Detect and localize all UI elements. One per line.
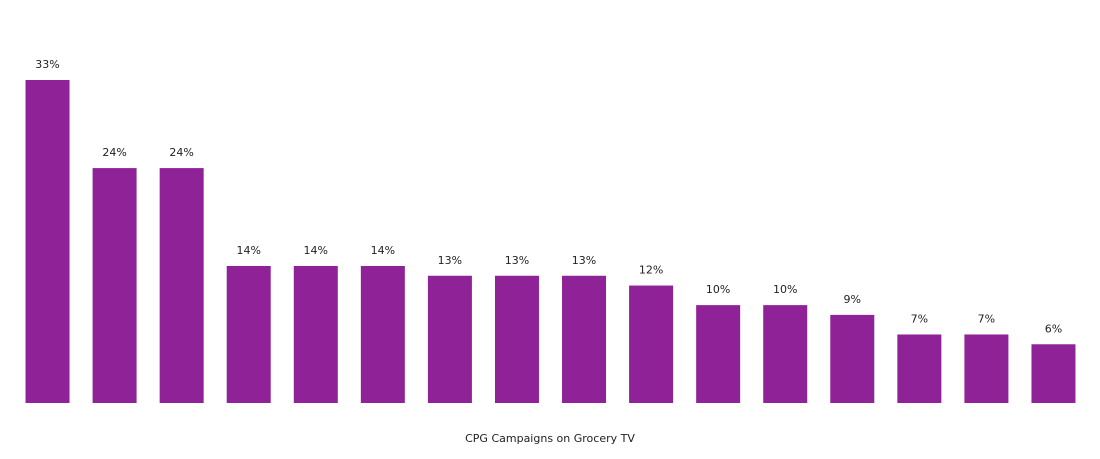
bar	[360, 265, 405, 403]
bar	[25, 80, 70, 403]
bar	[293, 265, 338, 403]
bar	[964, 334, 1009, 403]
x-axis-label: CPG Campaigns on Grocery TV	[465, 432, 635, 445]
value-label: 6%	[1045, 322, 1062, 335]
value-label: 13%	[572, 254, 596, 267]
bar	[562, 275, 607, 403]
bar	[159, 168, 204, 403]
bar	[696, 305, 741, 403]
value-label: 7%	[911, 312, 928, 325]
value-label: 33%	[35, 58, 59, 71]
bar	[1031, 344, 1076, 403]
bar	[427, 275, 472, 403]
value-label: 14%	[371, 244, 395, 257]
value-label: 10%	[773, 283, 797, 296]
bar	[897, 334, 942, 403]
value-label: 13%	[438, 254, 462, 267]
value-label: 9%	[844, 293, 861, 306]
value-label: 24%	[102, 146, 126, 159]
value-label: 14%	[236, 244, 260, 257]
value-label: 14%	[304, 244, 328, 257]
bar	[763, 305, 808, 403]
bar	[830, 314, 875, 403]
bar	[629, 285, 674, 403]
value-label: 10%	[706, 283, 730, 296]
value-label: 7%	[978, 312, 995, 325]
bar	[226, 265, 271, 403]
bar	[92, 168, 137, 403]
value-label: 24%	[169, 146, 193, 159]
value-label: 13%	[505, 254, 529, 267]
value-label: 12%	[639, 264, 663, 277]
bar	[494, 275, 539, 403]
